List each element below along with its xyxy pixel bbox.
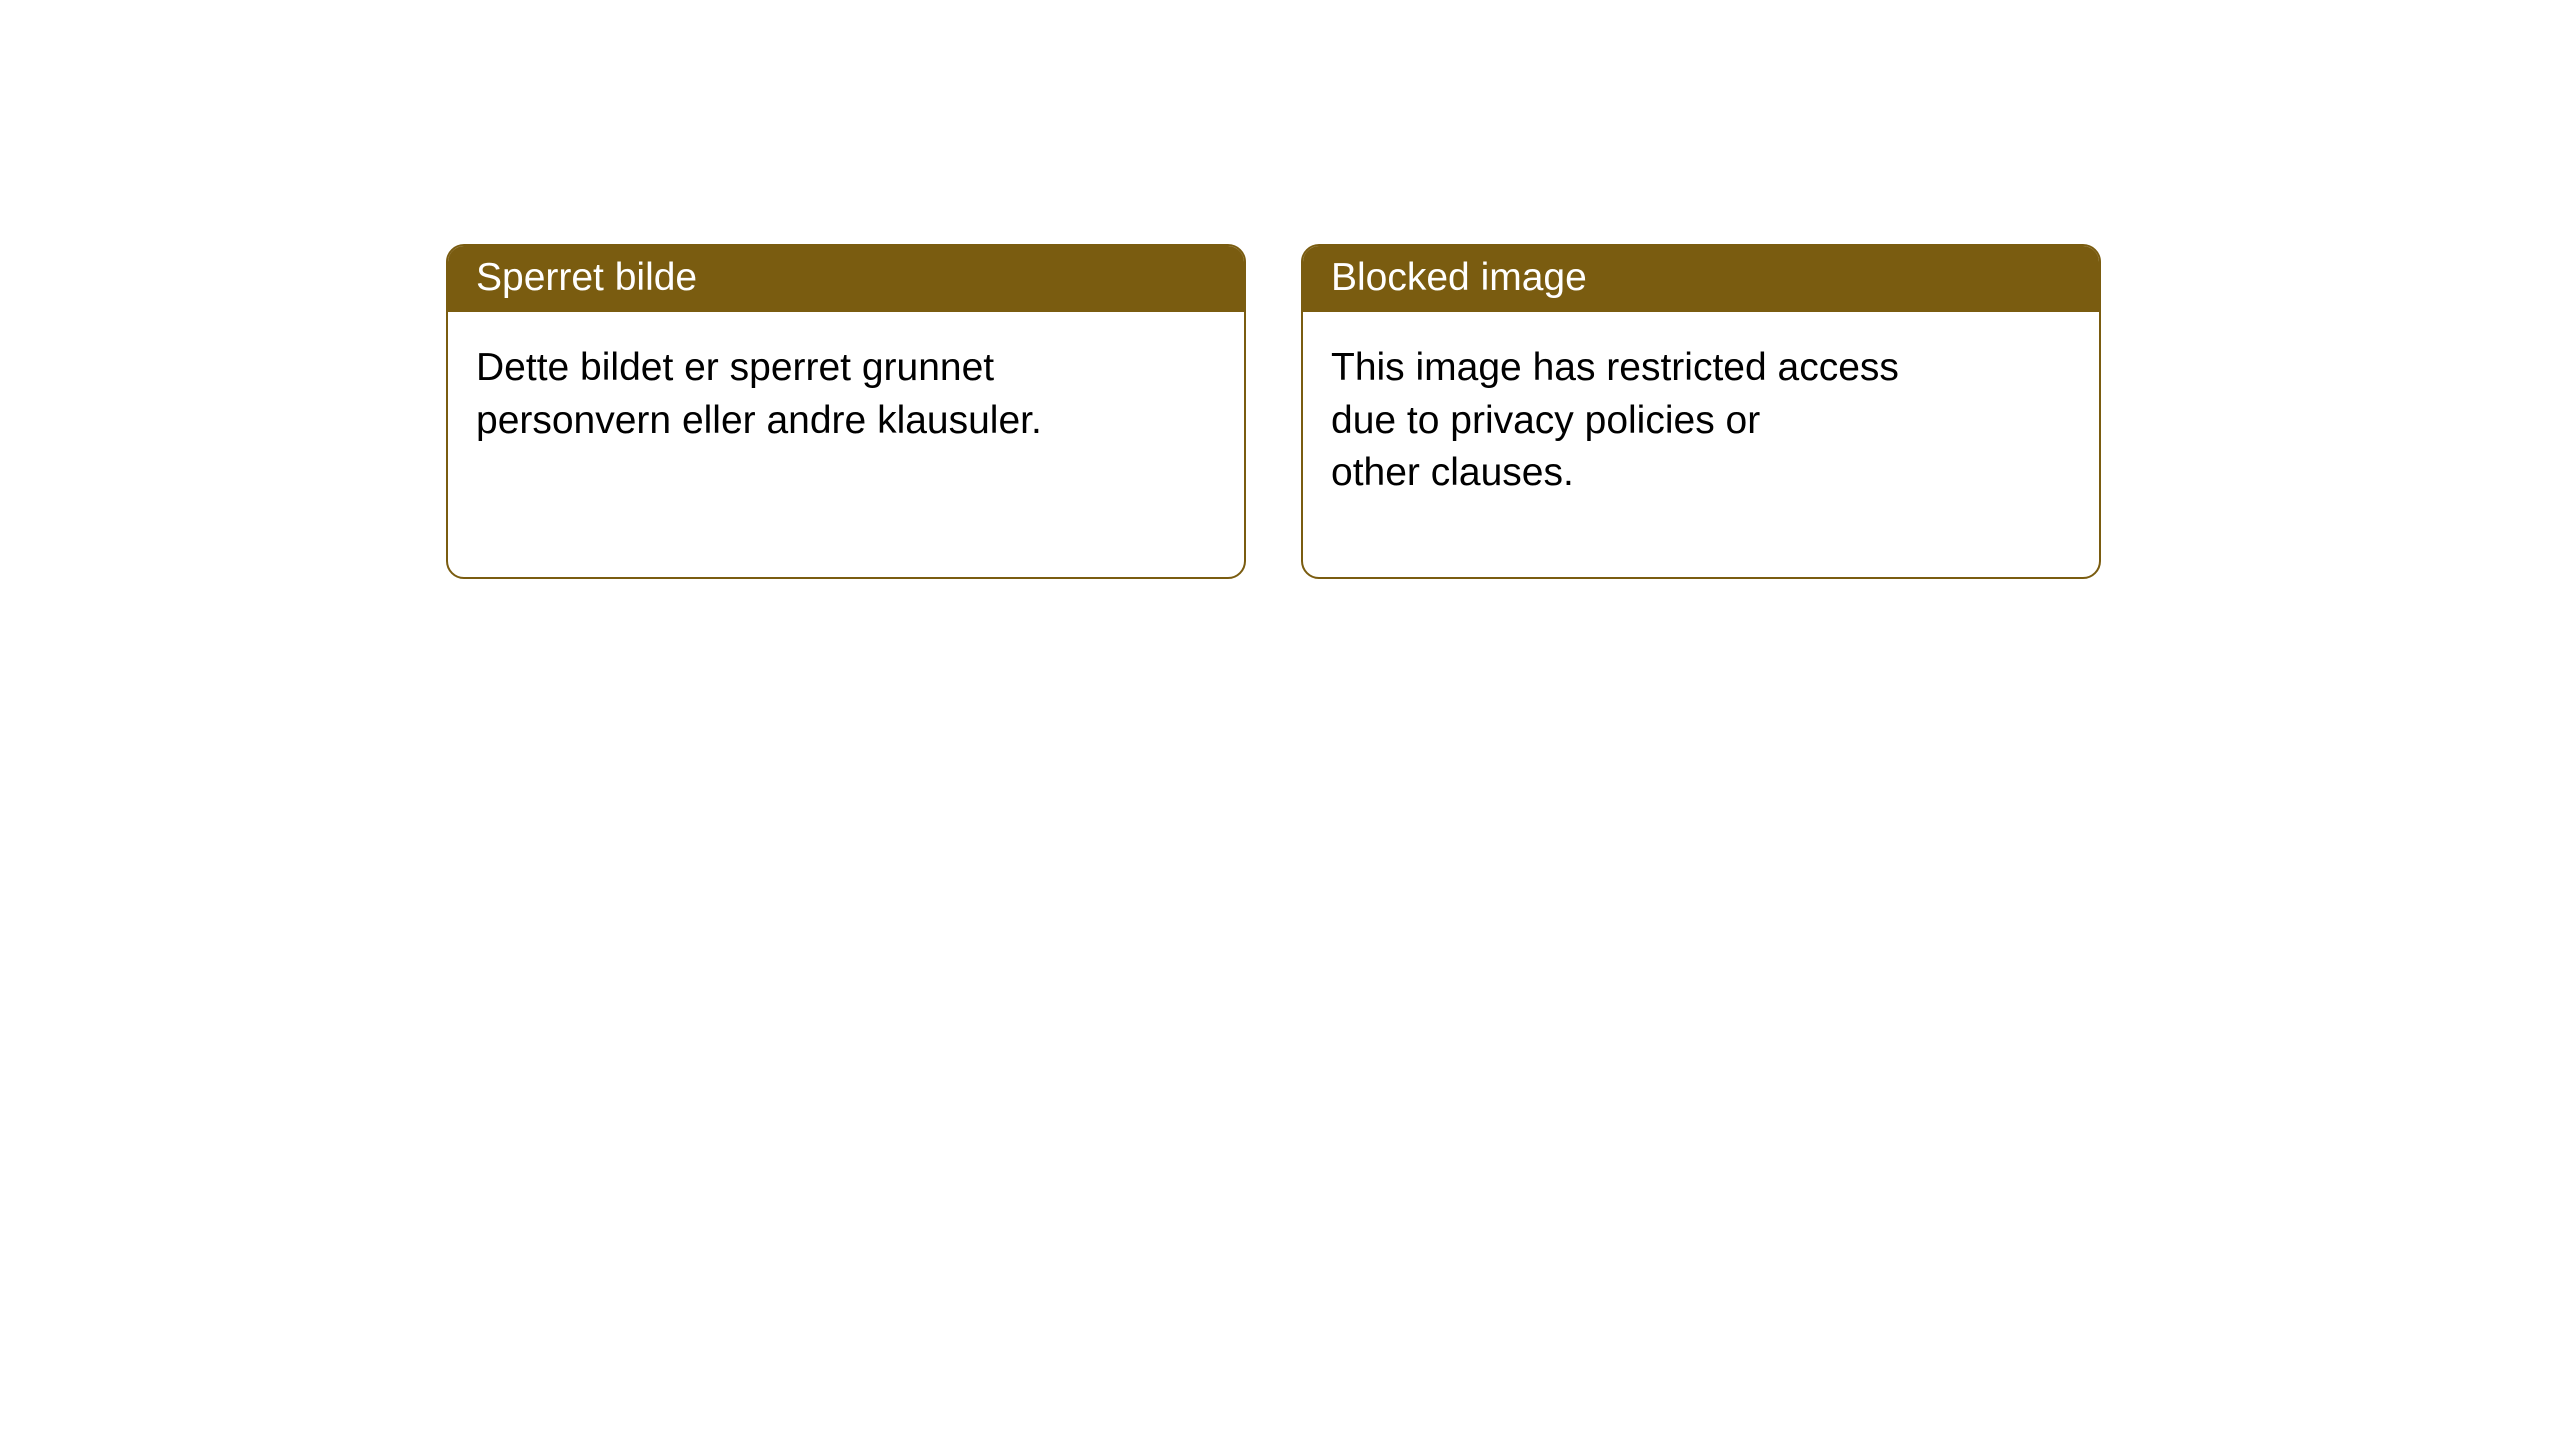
notice-body: Dette bildet er sperret grunnet personve… (448, 312, 1244, 477)
notice-card-english: Blocked image This image has restricted … (1301, 244, 2101, 579)
notice-title: Blocked image (1303, 246, 2099, 312)
notice-container: Sperret bilde Dette bildet er sperret gr… (0, 0, 2560, 579)
notice-title: Sperret bilde (448, 246, 1244, 312)
notice-card-norwegian: Sperret bilde Dette bildet er sperret gr… (446, 244, 1246, 579)
notice-body: This image has restricted access due to … (1303, 312, 2099, 530)
